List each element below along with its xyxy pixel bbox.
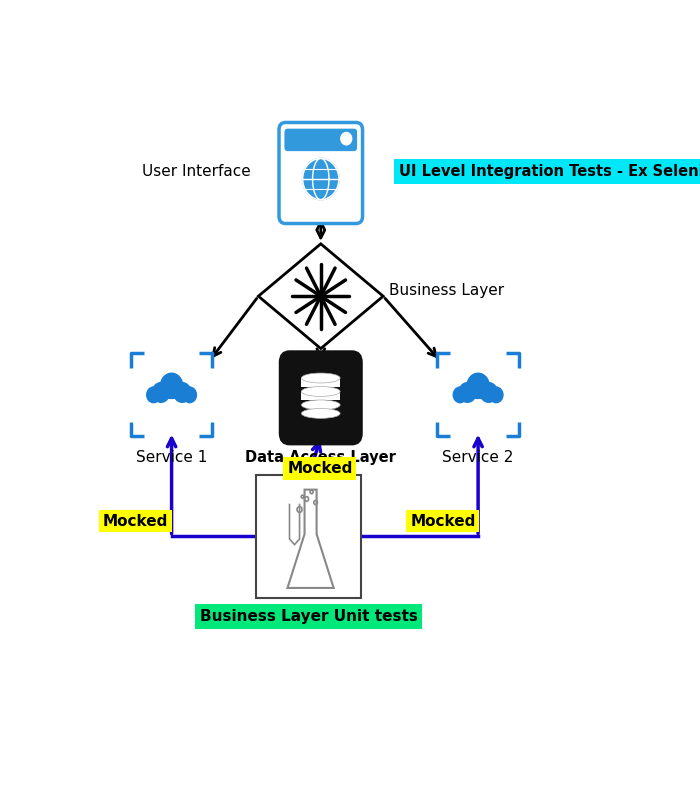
- FancyBboxPatch shape: [302, 378, 340, 386]
- Text: Mocked: Mocked: [103, 514, 168, 529]
- Text: Mocked: Mocked: [287, 461, 353, 476]
- Text: User Interface: User Interface: [141, 164, 251, 178]
- FancyBboxPatch shape: [149, 390, 194, 399]
- FancyBboxPatch shape: [456, 390, 500, 399]
- FancyBboxPatch shape: [280, 351, 362, 444]
- FancyBboxPatch shape: [284, 129, 357, 151]
- Polygon shape: [258, 244, 383, 349]
- Circle shape: [480, 382, 498, 402]
- Circle shape: [302, 158, 339, 200]
- FancyBboxPatch shape: [279, 122, 363, 223]
- Ellipse shape: [302, 400, 340, 410]
- Circle shape: [467, 374, 489, 398]
- Text: Business Layer: Business Layer: [389, 282, 504, 298]
- Text: Service 1: Service 1: [136, 450, 207, 465]
- Circle shape: [183, 387, 197, 402]
- Polygon shape: [288, 490, 334, 588]
- Ellipse shape: [302, 386, 340, 397]
- Ellipse shape: [302, 409, 340, 418]
- FancyBboxPatch shape: [256, 475, 361, 598]
- Text: Data Access Layer: Data Access Layer: [245, 450, 396, 465]
- Text: Mocked: Mocked: [410, 514, 476, 529]
- Text: Service 2: Service 2: [442, 450, 514, 465]
- Ellipse shape: [302, 373, 340, 383]
- Circle shape: [458, 382, 476, 402]
- Circle shape: [453, 387, 467, 402]
- Circle shape: [341, 133, 351, 145]
- Circle shape: [153, 382, 169, 402]
- Text: Business Layer Unit tests: Business Layer Unit tests: [200, 609, 418, 624]
- Circle shape: [147, 387, 160, 402]
- FancyBboxPatch shape: [302, 391, 340, 400]
- Circle shape: [174, 382, 191, 402]
- Text: UI Level Integration Tests - Ex Selenium: UI Level Integration Tests - Ex Selenium: [400, 164, 700, 178]
- Circle shape: [489, 387, 503, 402]
- Circle shape: [160, 374, 183, 398]
